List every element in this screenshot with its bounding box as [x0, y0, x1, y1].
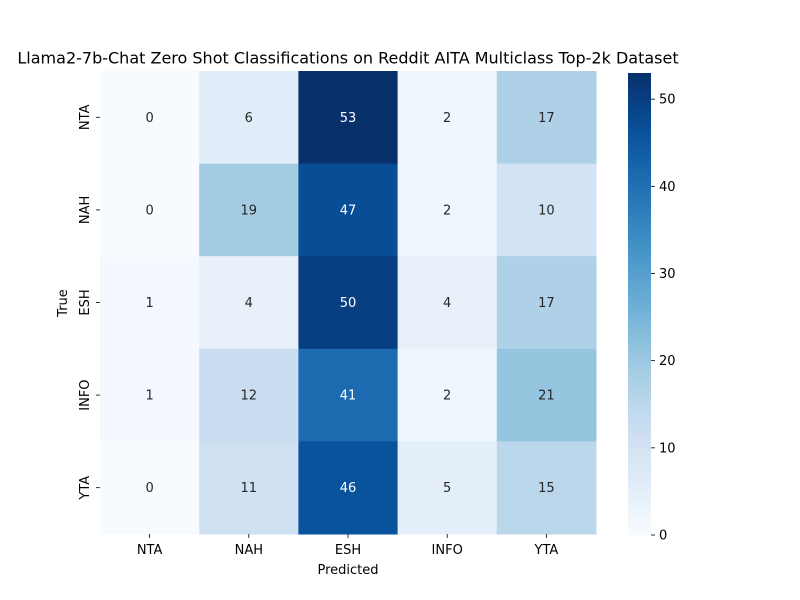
x-axis-label: Predicted [317, 563, 378, 578]
x-tick-label: INFO [432, 543, 463, 558]
cell-value-label: 17 [538, 111, 555, 126]
y-tick-label: ESH [78, 289, 93, 315]
x-tick-label: YTA [534, 543, 559, 558]
heatmap-cell [100, 163, 200, 257]
cell-value-label: 2 [443, 111, 451, 126]
heatmap-cell [100, 71, 200, 165]
heatmap-cell [100, 256, 200, 350]
colorbar [628, 73, 651, 535]
cell-value-label: 2 [443, 389, 451, 404]
colorbar-tick-label: 40 [659, 180, 676, 195]
cell-value-label: 21 [538, 389, 555, 404]
y-tick-label: NTA [78, 104, 93, 130]
cell-value-label: 19 [241, 203, 258, 218]
cell-value-label: 4 [245, 296, 253, 311]
y-tick-label: NAH [78, 196, 93, 224]
colorbar-tick-label: 20 [659, 354, 676, 369]
heatmap-cell [100, 441, 200, 535]
colorbar-ticks: 0 10 20 30 40 50 [651, 93, 676, 544]
heatmap-cell [397, 71, 498, 165]
cell-value-label: 1 [145, 389, 153, 404]
heatmap-cell [397, 163, 498, 257]
cell-value-label: 12 [241, 389, 258, 404]
cell-value-label: 10 [538, 203, 555, 218]
colorbar-tick-label: 30 [659, 267, 676, 282]
heatmap-cell [298, 256, 399, 350]
colorbar-tick-label: 50 [659, 93, 676, 108]
cell-value-label: 2 [443, 203, 451, 218]
cell-value-label: 0 [145, 481, 153, 496]
cell-value-label: 47 [340, 203, 357, 218]
heatmap-cell [199, 71, 299, 165]
heatmap-cell [496, 441, 597, 535]
heatmap-cell [298, 71, 399, 165]
cell-value-label: 50 [340, 296, 357, 311]
heatmap-cell [496, 163, 597, 257]
heatmap-cell [298, 163, 399, 257]
chart-title: Llama2-7b-Chat Zero Shot Classifications… [17, 49, 678, 68]
x-axis-ticks: NTA NAH ESH INFO YTA [137, 534, 559, 558]
heatmap-cell [496, 256, 597, 350]
cell-value-label: 1 [145, 296, 153, 311]
heatmap-cell [298, 348, 399, 442]
heatmap-cell [199, 256, 299, 350]
x-tick-label: NTA [137, 543, 163, 558]
cell-value-label: 11 [241, 481, 258, 496]
heatmap-cell [199, 163, 299, 257]
heatmap-cell [397, 441, 498, 535]
cell-value-label: 6 [245, 111, 253, 126]
cell-value-label: 5 [443, 481, 451, 496]
x-tick-label: NAH [235, 543, 263, 558]
cell-value-label: 41 [340, 389, 357, 404]
colorbar-tick-label: 0 [659, 529, 667, 544]
colorbar-tick-label: 10 [659, 441, 676, 456]
y-axis-label: True [56, 289, 71, 318]
heatmap-cell [496, 348, 597, 442]
heatmap-cell [298, 441, 399, 535]
heatmap-cell [496, 71, 597, 165]
y-axis-ticks: NTA NAH ESH INFO YTA [78, 104, 100, 501]
x-tick-label: ESH [335, 543, 361, 558]
heatmap-cells: 0 6 53 2 170 19 47 2 101 4 50 4 171 12 41 2 210 11 46 5 15 [100, 71, 597, 535]
cell-value-label: 53 [340, 111, 357, 126]
cell-value-label: 46 [340, 481, 357, 496]
heatmap-cell [100, 348, 200, 442]
heatmap-cell [397, 348, 498, 442]
heatmap-cell [199, 348, 299, 442]
y-tick-label: YTA [78, 476, 93, 501]
y-tick-label: INFO [78, 379, 93, 410]
cell-value-label: 4 [443, 296, 451, 311]
cell-value-label: 0 [145, 203, 153, 218]
heatmap-cell [199, 441, 299, 535]
heatmap-cell [397, 256, 498, 350]
cell-value-label: 15 [538, 481, 555, 496]
cell-value-label: 0 [145, 111, 153, 126]
cell-value-label: 17 [538, 296, 555, 311]
